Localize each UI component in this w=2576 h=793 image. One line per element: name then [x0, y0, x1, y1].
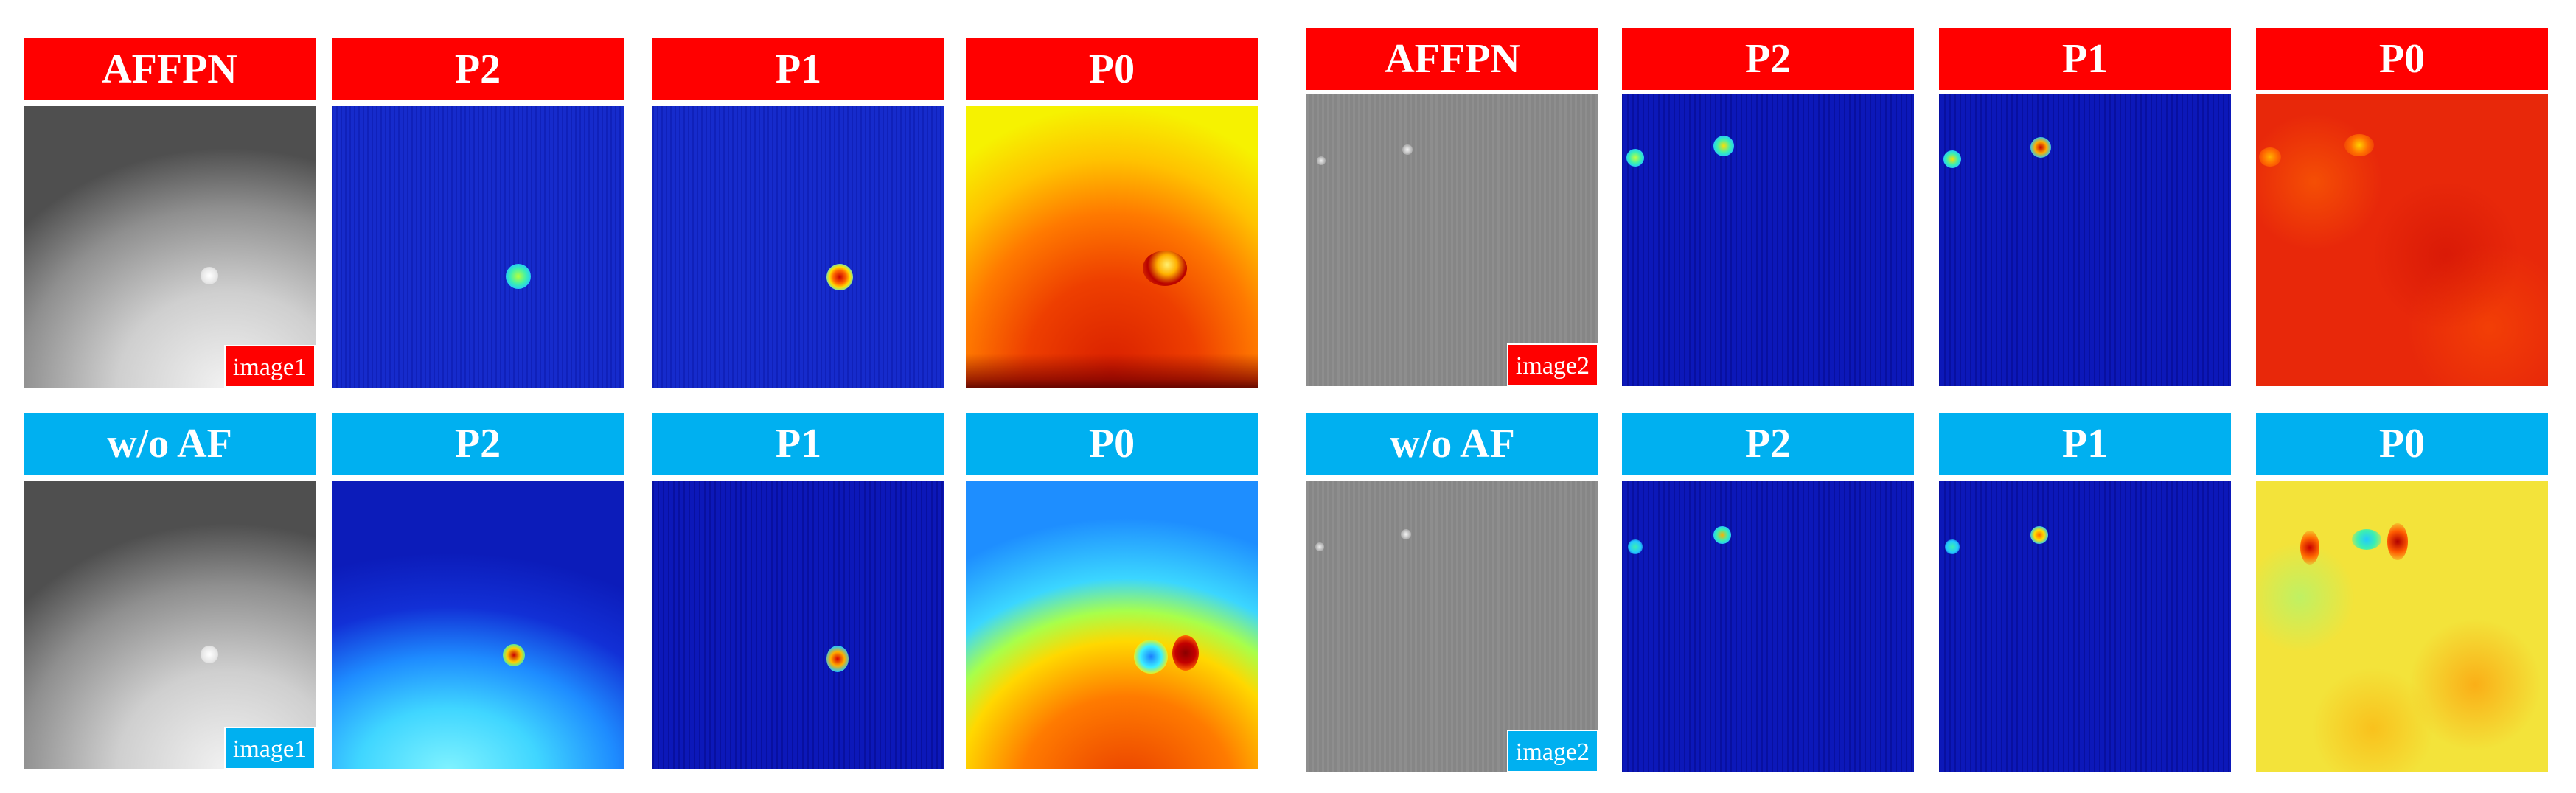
target-spot: [1401, 529, 1411, 539]
level-label-p1: P1: [1939, 413, 2231, 475]
target-spot: [1402, 144, 1413, 155]
input-image-tile: image2: [1306, 481, 1598, 772]
image-tag: image1: [223, 345, 316, 388]
target-spot: [1317, 156, 1326, 165]
target-activation: [826, 646, 849, 672]
method-label-wo-af: w/o AF: [1306, 413, 1598, 475]
feature-map-p2: [1622, 481, 1914, 772]
target-activation: [1713, 526, 1731, 544]
level-label-p0: P0: [966, 413, 1258, 475]
level-label-p2: P2: [332, 413, 624, 475]
input-image-tile: image1: [24, 106, 316, 388]
target-activation: [2030, 137, 2051, 158]
level-label-p2: P2: [1622, 28, 1914, 90]
feature-map-p2: [1622, 94, 1914, 386]
method-label-affpn: AFFPN: [1306, 28, 1598, 90]
target-activation: [1713, 136, 1734, 156]
feature-map-p0: [2256, 94, 2548, 386]
target-activation: [1143, 251, 1187, 286]
target-activation: [2344, 134, 2374, 156]
feature-map-p2: [332, 481, 624, 769]
level-label-p1: P1: [1939, 28, 2231, 90]
level-label-p0: P0: [966, 38, 1258, 100]
feature-map-p1: [1939, 481, 2231, 772]
level-label-p0: P0: [2256, 28, 2548, 90]
feature-map-p1: [652, 481, 944, 769]
input-image-tile: image1: [24, 481, 316, 769]
method-label-affpn: AFFPN: [24, 38, 316, 100]
feature-map-p0: [966, 481, 1258, 769]
target-spot: [1315, 542, 1324, 551]
target-activation: [1134, 640, 1168, 674]
target-activation: [1626, 149, 1644, 167]
target-activation: [826, 264, 853, 290]
target-activation: [503, 644, 525, 666]
image-tag: image1: [223, 727, 316, 769]
target-activation: [1943, 150, 1961, 168]
target-activation: [506, 264, 531, 289]
feature-map-p2: [332, 106, 624, 388]
target-activation: [2352, 529, 2381, 550]
level-label-p1: P1: [652, 38, 944, 100]
method-label-wo-af: w/o AF: [24, 413, 316, 475]
image-tag: image2: [1506, 730, 1598, 772]
level-label-p2: P2: [332, 38, 624, 100]
level-label-p0: P0: [2256, 413, 2548, 475]
feature-map-p1: [652, 106, 944, 388]
feature-map-p1: [1939, 94, 2231, 386]
target-activation: [1945, 539, 1960, 554]
target-activation: [2259, 147, 2281, 167]
target-activation: [2300, 531, 2319, 565]
target-activation: [1628, 539, 1643, 554]
level-label-p2: P2: [1622, 413, 1914, 475]
target-activation: [2030, 526, 2048, 544]
image-tag: image2: [1506, 343, 1598, 386]
target-activation: [2387, 523, 2408, 560]
target-activation: [1172, 635, 1199, 671]
feature-map-p0: [966, 106, 1258, 388]
target-spot: [201, 646, 218, 663]
target-spot: [201, 267, 218, 284]
level-label-p1: P1: [652, 413, 944, 475]
input-image-tile: image2: [1306, 94, 1598, 386]
feature-map-p0: [2256, 481, 2548, 772]
